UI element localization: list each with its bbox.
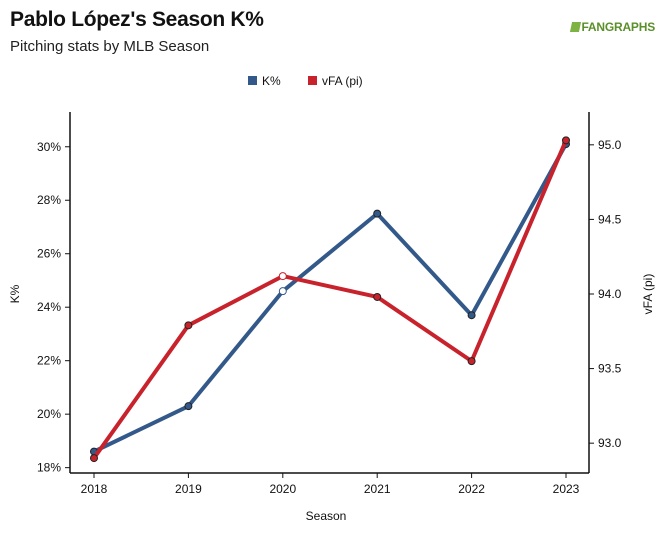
data-point-vfa-pi	[562, 136, 570, 145]
y-left-tick-label: 20%	[37, 407, 61, 421]
legend-label-k: K%	[262, 74, 281, 88]
x-tick-label: 2021	[364, 482, 391, 496]
x-axis-title: Season	[306, 509, 347, 523]
y-axis-right-title: vFA (pi)	[641, 274, 655, 315]
x-tick-label: 2020	[269, 482, 296, 496]
data-point-vfa-pi	[467, 357, 476, 366]
series-layer	[90, 136, 570, 463]
data-point-k	[184, 402, 193, 411]
legend-label-vfa-pi: vFA (pi)	[322, 74, 363, 88]
legend-swatch-k	[248, 76, 257, 85]
series-line-k	[92, 142, 568, 454]
x-tick-label: 2022	[458, 482, 485, 496]
data-point-vfa-pi	[373, 292, 382, 301]
x-tick-label: 2019	[175, 482, 202, 496]
data-point-k	[278, 287, 287, 296]
y-right-tick-label: 93.0	[598, 436, 622, 450]
x-tick-label: 2018	[81, 482, 108, 496]
data-point-k	[373, 209, 382, 218]
y-right-tick-label: 93.5	[598, 362, 622, 376]
chart-title: Pablo López's Season K%	[10, 8, 264, 31]
chart-subtitle: Pitching stats by MLB Season	[10, 38, 210, 55]
y-right-tick-label: 94.0	[598, 287, 622, 301]
x-tick-label: 2023	[553, 482, 580, 496]
fangraphs-logo: FANGRAPHS	[570, 20, 655, 34]
legend-swatch-vfa-pi	[308, 76, 317, 85]
fangraphs-logo-text: FANGRAPHS	[581, 20, 655, 34]
y-left-tick-label: 24%	[37, 300, 61, 314]
data-point-vfa-pi	[90, 454, 98, 463]
y-left-tick-label: 26%	[37, 247, 61, 261]
y-right-tick-label: 94.5	[598, 212, 622, 226]
y-left-tick-label: 28%	[37, 193, 61, 207]
data-point-vfa-pi	[184, 321, 193, 330]
y-axis-left-title: K%	[8, 284, 22, 303]
y-right-tick-label: 95.0	[598, 138, 622, 152]
y-left-tick-label: 30%	[37, 140, 61, 154]
axes: 18% 20% 22% 24% 26% 28% 30% 93.0 93.5 94.0 94.5 95.…	[37, 112, 622, 496]
data-point-k	[467, 311, 476, 320]
y-left-tick-label: 22%	[37, 354, 61, 368]
y-left-tick-label: 18%	[37, 461, 61, 475]
data-point-vfa-pi	[278, 272, 287, 281]
legend: K% vFA (pi)	[248, 74, 363, 88]
series-line-vfa-pi	[92, 138, 568, 461]
